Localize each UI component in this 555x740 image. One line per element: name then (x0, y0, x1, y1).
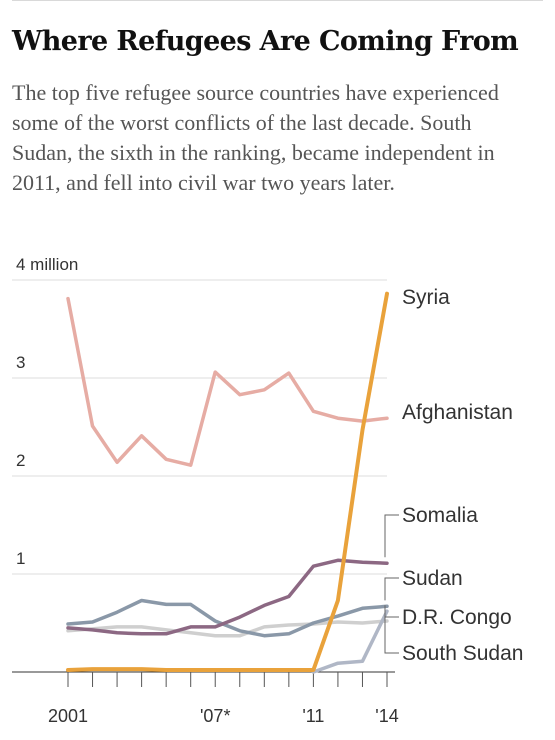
series-label-syria: Syria (402, 286, 450, 309)
x-tick-label: '11 (302, 706, 324, 726)
x-tick-label: '14 (375, 706, 398, 726)
x-axis-ticks: 2001 '07* '11 '14 (48, 706, 399, 726)
grid-lines (12, 279, 387, 575)
series-lines (66, 291, 389, 674)
series-line-afghanistan (66, 296, 389, 467)
series-label-afghanistan: Afghanistan (402, 401, 513, 424)
y-axis-ticks: 1 2 3 4 million (16, 255, 78, 568)
series-line-south-sudan (311, 609, 389, 674)
series-line-syria (66, 291, 389, 672)
y-tick-label: 4 million (16, 255, 78, 274)
chart-title: Where Refugees Are Coming From (12, 26, 519, 57)
leader-line-south-sudan (384, 605, 399, 654)
series-line-somalia (66, 558, 389, 636)
leader-line-d-r-congo (384, 615, 399, 618)
series-label-d-r-congo: D.R. Congo (402, 606, 512, 629)
leader-line-sudan (384, 577, 399, 601)
chart-subtitle: The top five refugee source countries ha… (12, 80, 499, 195)
series-label-south-sudan: South Sudan (402, 642, 523, 665)
y-tick-label: 1 (16, 549, 25, 568)
series-line-sudan (66, 598, 389, 638)
top-rule (12, 0, 543, 1)
series-label-somalia: Somalia (402, 504, 478, 527)
series-line-d-r-congo (66, 619, 389, 638)
x-tick-label: '07* (200, 706, 230, 726)
leader-line-somalia (384, 514, 399, 558)
series-label-sudan: Sudan (402, 567, 463, 590)
y-tick-label: 3 (16, 353, 25, 372)
line-chart: 1 2 3 4 million 2001 '07* '11 '14 Syria Afghani… (12, 255, 523, 726)
y-tick-label: 2 (16, 451, 25, 470)
series-labels: Syria Afghanistan Somalia Sudan D.R. Congo So… (384, 286, 523, 665)
x-tick-label: 2001 (48, 706, 88, 726)
x-axis (12, 671, 395, 687)
